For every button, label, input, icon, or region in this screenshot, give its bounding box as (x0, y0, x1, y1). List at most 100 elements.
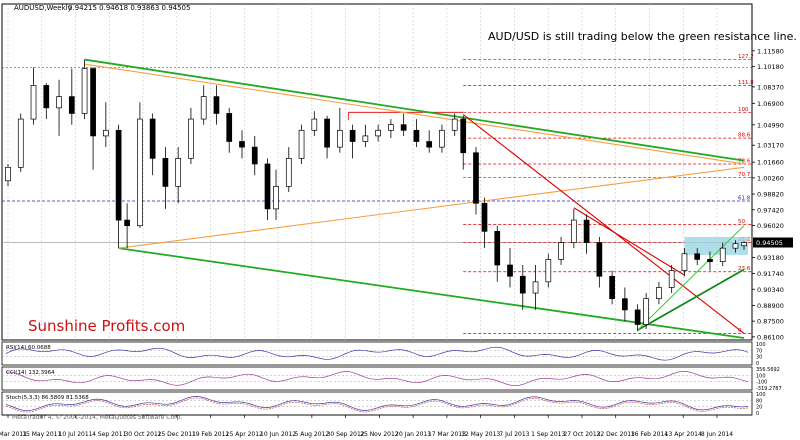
candle-body (162, 158, 169, 187)
indicator-panel-frame (1, 391, 753, 416)
candle-body (298, 129, 305, 159)
candle-body (570, 219, 577, 243)
fib-level-label: 23.6 (738, 266, 751, 272)
main-panel-frame (1, 3, 753, 341)
price-tick-label: 0.98820 (757, 191, 784, 199)
x-tick-label: 1 Sep 2013 (531, 431, 565, 438)
candle-body (336, 129, 343, 148)
x-tick-label: 10 Jul 2011 (59, 431, 93, 438)
x-tick-label: 20 Jan 2013 (395, 431, 431, 438)
candle-body (481, 202, 488, 232)
indicator-signal-line (5, 397, 749, 413)
candle-body (439, 129, 445, 148)
fib-level-label: 50 (738, 219, 745, 225)
price-tick-label: 1.10180 (757, 63, 784, 71)
x-tick-label: 5 Aug 2012 (295, 431, 330, 438)
indicator-scale-label: 0 (756, 361, 759, 367)
candle-body (324, 118, 330, 148)
price-axis: 1.11580 1.10180 1.08370 1.06900 1.04990 1.031… (752, 47, 793, 341)
x-tick-label: 4 Sep 2011 (92, 431, 126, 438)
candle-body (558, 242, 564, 260)
candle-body (149, 118, 156, 159)
ohlc-header: 0.94215 0.94618 0.93863 0.94505 (68, 4, 190, 12)
resistance-zone-box (684, 236, 748, 255)
candle-body (273, 186, 279, 210)
candle-body (188, 118, 194, 159)
price-tick-label: 1.03170 (757, 142, 784, 150)
candle-body (741, 242, 747, 247)
x-tick-label: 17 Mar 2013 (428, 431, 466, 438)
fib-level-label: 78.6 (738, 158, 751, 164)
candle-body (583, 219, 590, 243)
price-tick-label: 0.96020 (757, 222, 784, 230)
indicator-line (5, 396, 749, 411)
candle-body (719, 247, 726, 262)
candle-body (413, 129, 420, 142)
price-tick-label: 0.91740 (757, 270, 784, 278)
indicator-line (5, 371, 749, 387)
x-tick-label: 15 Apr 2012 (226, 431, 263, 438)
price-tick-label: 1.04990 (757, 121, 784, 129)
x-tick-label: 13 Apr 2014 (665, 431, 702, 438)
x-tick-label: 16 Feb 2014 (631, 431, 669, 438)
candle-body (545, 259, 552, 283)
indicator-scale-label: 100 (756, 392, 766, 398)
candle-body (30, 85, 37, 120)
indicator-panel-frame (1, 341, 753, 366)
indicator-line (5, 346, 749, 361)
x-tick-label: 25 Dec 2011 (158, 431, 197, 438)
price-tick-label: 0.93180 (757, 254, 784, 262)
indicator-scale-label: -100 (756, 380, 767, 386)
indicator-scale-label: 80 (756, 398, 762, 404)
candle-body (81, 68, 88, 114)
indicator-label: CCI(14) 132.3964 (6, 370, 55, 376)
fib-level-label: 111.8 (738, 80, 754, 86)
x-tick-label: 12 May 2013 (461, 431, 500, 438)
candle-body (694, 253, 701, 260)
x-tick-label: 27 Oct 2013 (563, 431, 600, 438)
candle-body (388, 124, 394, 131)
trend-line-green-channel-thin (637, 225, 745, 331)
price-tick-label: 0.97420 (757, 206, 784, 214)
candle-body (362, 135, 369, 142)
x-tick-label: 7 Jul 2013 (499, 431, 529, 438)
x-tick-label: 10 Jun 2012 (260, 431, 296, 438)
candle-body (451, 118, 458, 131)
fib-level-label: 88.6 (738, 133, 751, 139)
indicator-scale-label: 20 (756, 405, 762, 411)
candle-body (115, 129, 122, 221)
candle-body (519, 275, 526, 294)
indicator-scale-label: -319.2787 (756, 386, 782, 392)
candle-body (473, 152, 479, 204)
indicator-scale-label: 70 (756, 348, 762, 354)
trend-line-green-upper-resistance (84, 58, 745, 162)
x-tick-label: 30 Sep 2012 (327, 431, 365, 438)
candle-body (494, 230, 501, 266)
candle-body (656, 287, 662, 300)
indicator-scale-label: 100 (756, 373, 766, 379)
trend-line-orange-lower (118, 166, 745, 249)
candle-body (668, 270, 675, 288)
price-tick-label: 1.11580 (757, 47, 784, 55)
candle-body (226, 113, 233, 142)
candle-body (17, 118, 24, 168)
candle-body (532, 281, 539, 294)
fib-level-label: 61.8 (738, 196, 751, 202)
indicator-scale-label: 0 (756, 411, 759, 417)
x-tick-label: 22 Dec 2013 (597, 431, 636, 438)
candle-body (200, 96, 207, 120)
candle-body (56, 96, 62, 109)
candle-body (622, 298, 628, 311)
indicator-label: RSI(14) 60.0688 (6, 345, 51, 351)
chart-title: AUDUSD,Weekly (14, 4, 72, 12)
indicator-scale-label: 100 (756, 342, 766, 348)
x-tick-label: 8 Jun 2014 (701, 431, 733, 438)
x-tick-label: 19 Feb 2012 (192, 431, 230, 438)
candle-body (426, 141, 433, 148)
price-tick-label: 1.06900 (757, 100, 784, 108)
candle-body (264, 163, 271, 210)
candle-body (311, 118, 318, 131)
